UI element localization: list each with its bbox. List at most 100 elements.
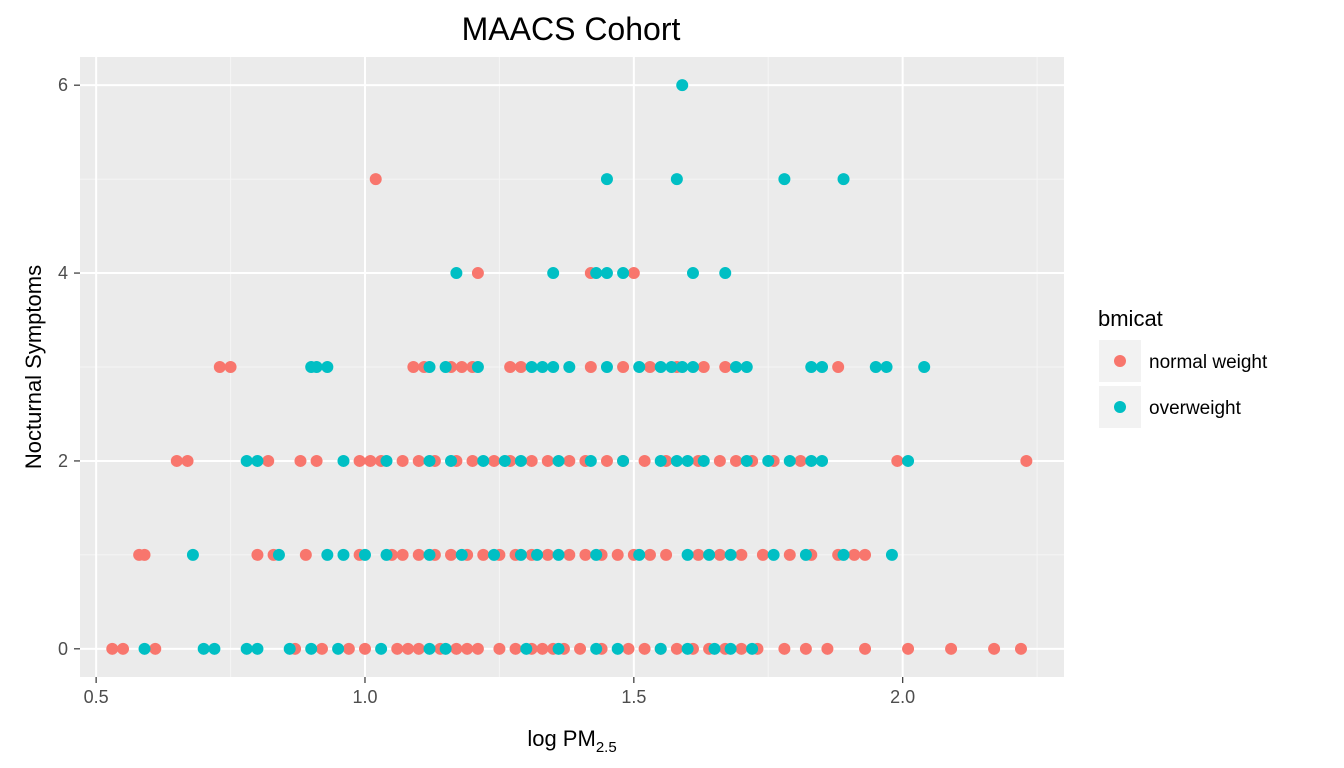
point-overweight <box>633 548 646 561</box>
point-normal-weight <box>149 642 162 655</box>
point-overweight <box>918 361 931 373</box>
point-overweight <box>590 642 603 655</box>
point-normal-weight <box>735 642 748 655</box>
point-overweight <box>719 267 732 280</box>
point-overweight <box>272 548 285 561</box>
point-overweight <box>321 548 334 561</box>
point-normal-weight <box>471 642 484 655</box>
legend-title: bmicat <box>1098 306 1163 331</box>
point-normal-weight <box>574 642 587 655</box>
point-normal-weight <box>450 642 463 655</box>
point-normal-weight <box>412 642 425 655</box>
point-overweight <box>488 548 501 561</box>
point-overweight <box>654 454 667 467</box>
point-normal-weight <box>402 642 414 655</box>
point-normal-weight <box>622 642 635 655</box>
x-axis-ticks: 0.5 1.0 1.5 2.0 <box>84 677 915 707</box>
point-normal-weight <box>358 642 371 655</box>
point-normal-weight <box>391 642 404 655</box>
point-overweight <box>681 548 694 561</box>
point-overweight <box>520 642 533 655</box>
point-normal-weight <box>735 548 748 561</box>
x-axis-title-main: log PM <box>527 726 595 751</box>
point-overweight <box>547 361 560 373</box>
point-normal-weight <box>525 454 538 467</box>
point-normal-weight <box>412 454 425 467</box>
point-overweight <box>799 548 812 561</box>
point-overweight <box>902 454 915 467</box>
point-overweight <box>837 548 850 561</box>
point-normal-weight <box>251 548 264 561</box>
point-normal-weight <box>138 548 151 561</box>
point-normal-weight <box>294 454 307 467</box>
point-overweight <box>445 454 458 467</box>
y-axis-title: Nocturnal Symptoms <box>21 265 46 469</box>
point-overweight <box>531 548 544 561</box>
point-overweight <box>251 454 264 467</box>
point-overweight <box>552 454 565 467</box>
point-normal-weight <box>262 454 275 467</box>
point-overweight <box>676 79 689 92</box>
point-normal-weight <box>106 642 119 655</box>
point-normal-weight <box>471 267 484 280</box>
point-normal-weight <box>369 173 382 186</box>
point-overweight <box>767 548 780 561</box>
point-normal-weight <box>859 548 872 561</box>
point-normal-weight <box>461 642 474 655</box>
point-normal-weight <box>310 454 323 467</box>
point-overweight <box>547 267 560 280</box>
point-normal-weight <box>600 454 613 467</box>
point-overweight <box>611 642 624 655</box>
point-normal-weight <box>509 642 522 655</box>
point-overweight <box>600 173 613 186</box>
point-normal-weight <box>988 642 1001 655</box>
point-overweight <box>208 642 221 655</box>
point-overweight <box>590 267 603 280</box>
point-normal-weight <box>730 454 742 467</box>
point-overweight <box>498 454 511 467</box>
point-normal-weight <box>670 642 683 655</box>
point-normal-weight <box>945 642 958 655</box>
point-normal-weight <box>493 642 506 655</box>
point-overweight <box>138 642 151 655</box>
point-overweight <box>240 454 253 467</box>
point-overweight <box>552 642 565 655</box>
point-overweight <box>681 454 694 467</box>
point-normal-weight <box>638 454 651 467</box>
legend-marker-overweight <box>1114 401 1126 413</box>
point-normal-weight <box>117 642 130 655</box>
point-normal-weight <box>213 361 226 373</box>
point-overweight <box>617 454 630 467</box>
x-tick-label: 2.0 <box>890 687 915 707</box>
point-overweight <box>471 361 484 373</box>
legend: bmicat normal weight overweight <box>1098 306 1268 428</box>
point-overweight <box>762 454 775 467</box>
point-normal-weight <box>1020 454 1033 467</box>
point-normal-weight <box>396 548 409 561</box>
point-overweight <box>617 267 630 280</box>
point-normal-weight <box>477 548 490 561</box>
y-tick-label: 2 <box>58 451 68 471</box>
point-overweight <box>375 642 388 655</box>
point-overweight <box>455 548 468 561</box>
point-normal-weight <box>584 361 597 373</box>
x-axis-title: log PM2.5 <box>527 726 616 756</box>
point-overweight <box>740 454 753 467</box>
point-normal-weight <box>563 548 576 561</box>
point-normal-weight <box>778 642 791 655</box>
point-overweight <box>380 548 393 561</box>
point-normal-weight <box>611 548 624 561</box>
point-normal-weight <box>832 361 845 373</box>
point-normal-weight <box>224 361 237 373</box>
point-overweight <box>778 173 791 186</box>
point-overweight <box>186 548 199 561</box>
point-normal-weight <box>697 361 710 373</box>
point-overweight <box>869 361 882 373</box>
point-overweight <box>816 454 829 467</box>
point-normal-weight <box>488 454 501 467</box>
y-tick-label: 4 <box>58 263 68 283</box>
point-normal-weight <box>821 642 834 655</box>
point-overweight <box>880 361 893 373</box>
point-overweight <box>686 267 699 280</box>
point-overweight <box>697 454 710 467</box>
